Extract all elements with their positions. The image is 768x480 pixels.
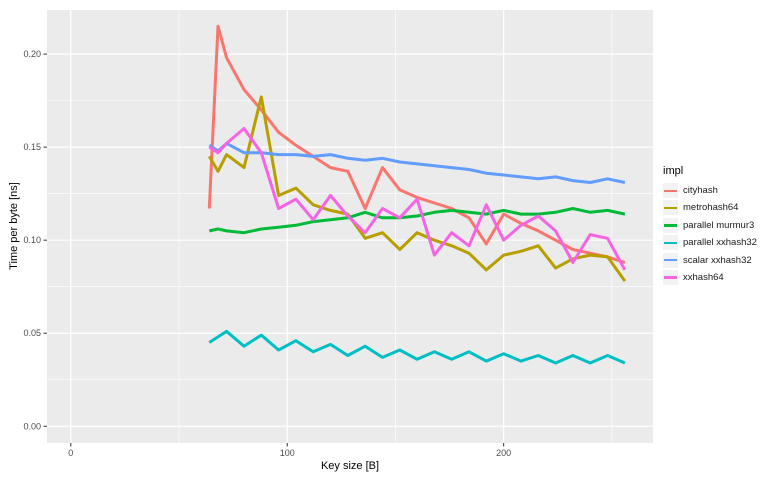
legend-entry-label: parallel xxhash32 <box>683 237 757 249</box>
y-tick-label: 0.00 <box>23 421 41 431</box>
legend-key-line <box>664 206 677 210</box>
y-tick-label: 0.05 <box>23 328 41 338</box>
x-tick-label: 100 <box>280 448 295 458</box>
legend-key-swatch <box>663 183 678 198</box>
legend-key-swatch <box>663 235 678 251</box>
legend-entry-scalar-xxhash32: scalar xxhash32 <box>663 252 767 268</box>
x-axis-title: Key size [B] <box>320 460 380 472</box>
series-line-scalar-xxhash32 <box>208 141 626 184</box>
series-line-metrohash64 <box>208 95 627 282</box>
y-tick-label: 0.15 <box>23 142 41 152</box>
plot-panel <box>47 10 653 443</box>
legend-entry-label: metrohash64 <box>683 202 739 214</box>
legend-key-swatch <box>663 200 678 216</box>
legend-key-swatch <box>663 252 678 268</box>
legend-key-swatch <box>663 217 678 233</box>
y-axis-title: Time per byte [ns] <box>8 182 20 270</box>
legend-entry-label: scalar xxhash32 <box>683 254 752 266</box>
legend-title: impl <box>663 165 684 177</box>
legend-key-swatch <box>663 269 678 285</box>
legend-entry-parallel-murmur3: parallel murmur3 <box>663 217 767 233</box>
legend: impl cityhash metrohash64 parallel murmur3… <box>663 165 767 287</box>
legend-key-line <box>664 189 677 192</box>
y-tick-label: 0.20 <box>23 49 41 59</box>
legend-entry-label: cityhash <box>683 185 718 196</box>
legend-entry-parallel-xxhash32: parallel xxhash32 <box>663 235 767 251</box>
legend-entry-label: parallel murmur3 <box>683 219 755 231</box>
legend-key-line <box>664 259 677 262</box>
series-line-parallel-xxhash32 <box>208 329 626 365</box>
x-tick-label: 0 <box>68 448 73 458</box>
legend-key-line <box>664 224 677 227</box>
legend-entry-metrohash64: metrohash64 <box>663 200 767 216</box>
x-tick-label: 200 <box>496 448 511 458</box>
legend-entry-label: xxhash64 <box>683 271 724 283</box>
legend-key-line <box>664 276 677 279</box>
legend-key-line <box>664 241 677 245</box>
legend-entry-xxhash64: xxhash64 <box>663 269 767 285</box>
series-line-xxhash64 <box>208 127 627 271</box>
series-line-parallel-murmur3 <box>208 207 626 235</box>
legend-entry-cityhash: cityhash <box>663 183 767 198</box>
legend-entries: cityhash metrohash64 parallel murmur3 paral… <box>663 183 767 285</box>
y-tick-label: 0.10 <box>23 235 41 245</box>
